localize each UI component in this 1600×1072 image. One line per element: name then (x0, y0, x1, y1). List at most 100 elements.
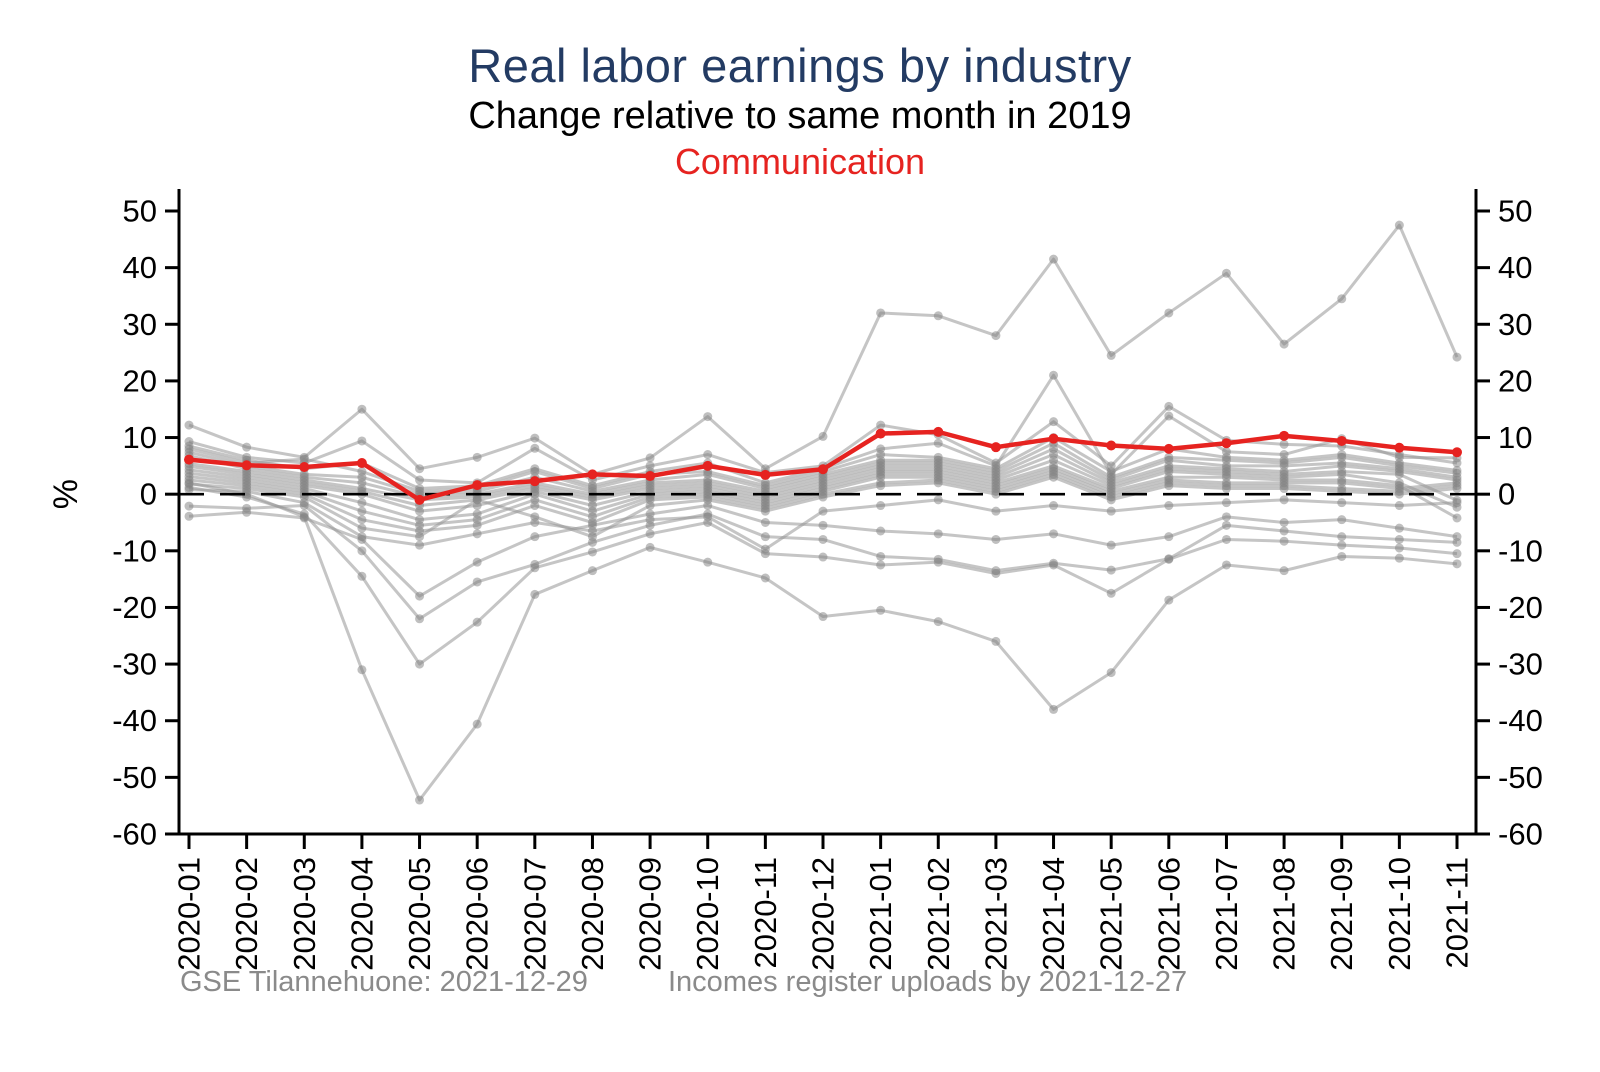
y-tick-label-right: 40 (1498, 250, 1532, 285)
industry-series-marker (1394, 523, 1404, 533)
industry-series-marker (876, 526, 886, 536)
industry-series-marker (1106, 506, 1116, 516)
industry-series-marker (1106, 668, 1116, 678)
industry-series-marker (818, 520, 828, 530)
communication-marker (933, 426, 944, 437)
y-axis-title: % (47, 479, 85, 509)
industry-series-marker (1221, 498, 1231, 508)
x-tick-label: 2021-06 (1151, 857, 1186, 971)
industry-series-marker (472, 495, 482, 505)
communication-marker (1048, 433, 1059, 444)
industry-series-marker (703, 450, 713, 460)
industry-series-marker (1049, 558, 1059, 568)
industry-series-marker (1337, 532, 1347, 542)
industry-series-marker (472, 452, 482, 462)
industry-series-marker (1337, 551, 1347, 561)
industry-series-marker (1452, 513, 1462, 523)
industry-series-marker (1394, 534, 1404, 544)
industry-series-marker (991, 506, 1001, 516)
industry-series-marker (1164, 308, 1174, 318)
y-tick-label-right: -40 (1498, 703, 1543, 738)
x-tick-label: 2021-03 (978, 857, 1013, 971)
y-tick-label-right: -10 (1498, 533, 1543, 568)
industry-series-marker (530, 433, 540, 443)
x-tick-label: 2020-06 (460, 857, 495, 971)
x-tick-label: 2021-11 (1440, 857, 1475, 968)
communication-marker (818, 464, 828, 475)
industry-series-marker (1394, 489, 1404, 499)
industry-series-marker (1394, 501, 1404, 511)
y-tick-label-right: 20 (1498, 363, 1532, 398)
industry-series-marker (357, 515, 367, 525)
industry-series-marker (1049, 254, 1059, 264)
industry-series-marker (1164, 481, 1174, 491)
source-note-left: GSE Tilannehuone: 2021-12-29 (180, 966, 588, 998)
y-tick-label-right: 0 (1498, 477, 1515, 512)
y-tick-label-left: 0 (140, 477, 157, 512)
industry-series-marker (1279, 484, 1289, 494)
chart-subtitle: Change relative to same month in 2019 (468, 95, 1132, 137)
industry-series-marker (876, 420, 886, 430)
x-tick-label: 2021-05 (1094, 857, 1129, 971)
y-tick-label-left: -50 (112, 760, 157, 795)
industry-series-marker (1279, 439, 1289, 449)
y-tick-label-right: -20 (1498, 590, 1543, 625)
industry-series-marker (472, 529, 482, 539)
industry-series-marker (1337, 498, 1347, 508)
industry-series-marker (415, 659, 425, 669)
industry-series-marker (991, 489, 1001, 499)
industry-series-marker (876, 481, 886, 491)
industry-series-marker (415, 540, 425, 550)
industry-series-marker (184, 501, 194, 511)
x-tick-label: 2020-08 (575, 857, 610, 971)
x-tick-label: 2021-07 (1209, 857, 1244, 971)
industry-series-marker (645, 501, 655, 511)
x-tick-label: 2020-02 (229, 857, 264, 971)
x-tick-label: 2021-09 (1324, 857, 1359, 971)
industry-series-marker (818, 492, 828, 502)
industry-series-marker (184, 420, 194, 430)
industry-series-line (188, 504, 1458, 598)
industry-series-marker (991, 534, 1001, 544)
y-tick-label-left: 40 (123, 250, 157, 285)
x-tick-label: 2020-03 (287, 857, 322, 971)
industry-series-marker (1221, 534, 1231, 544)
industry-series-marker (1164, 401, 1174, 411)
industry-series-marker (760, 518, 770, 527)
communication-marker (1163, 443, 1174, 454)
industry-series-marker (530, 443, 540, 453)
industry-series-marker (587, 526, 597, 536)
industry-series-marker (184, 511, 194, 521)
industry-series-marker (1049, 529, 1059, 539)
industry-series-marker (1106, 350, 1116, 360)
industry-series-marker (933, 495, 943, 505)
y-tick-label-left: 20 (123, 363, 157, 398)
industry-series-marker (530, 518, 540, 527)
industry-series-marker (645, 515, 655, 525)
x-tick-label: 2021-08 (1267, 857, 1302, 971)
y-tick-label-left: 10 (123, 420, 157, 455)
y-tick-label-left: -60 (112, 817, 157, 852)
industry-series-marker (1279, 536, 1289, 546)
industry-series-marker (1164, 411, 1174, 421)
industry-series-marker (760, 532, 770, 542)
industry-series-marker (933, 617, 943, 627)
industry-series-marker (876, 308, 886, 318)
source-note-right: Incomes register uploads by 2021-12-27 (668, 966, 1188, 998)
industry-series-marker (357, 436, 367, 446)
industry-series-marker (933, 438, 943, 448)
y-tick-label-left: -40 (112, 703, 157, 738)
x-tick-label: 2020-11 (748, 857, 783, 968)
industry-series-marker (645, 453, 655, 463)
industry-series-marker (415, 591, 425, 601)
communication-marker (356, 458, 367, 469)
industry-series-marker (1221, 560, 1231, 570)
x-tick-label: 2020-10 (690, 857, 725, 971)
y-tick-label-right: -50 (1498, 760, 1543, 795)
communication-marker (1394, 442, 1405, 453)
y-tick-label-right: 30 (1498, 307, 1532, 342)
industry-series-marker (1452, 498, 1462, 508)
industry-series-marker (1279, 566, 1289, 576)
communication-marker (184, 454, 194, 465)
industry-series-marker (645, 529, 655, 539)
